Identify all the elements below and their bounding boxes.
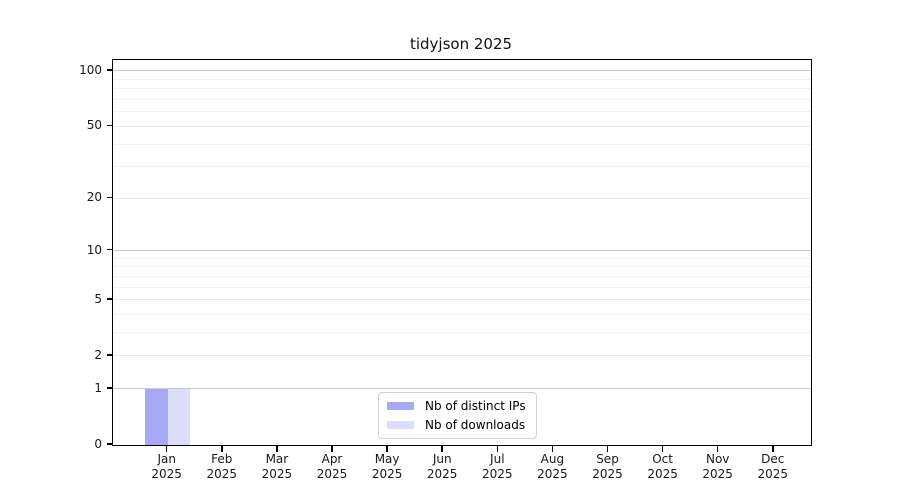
chart-title: tidyjson 2025 [409, 35, 513, 53]
x-tick-label-apr: Apr 2025 [316, 452, 348, 481]
x-tick-label-may: May 2025 [371, 452, 403, 481]
legend: Nb of distinct IPs Nb of downloads [378, 392, 537, 439]
x-tick-may [386, 445, 388, 452]
y-tick-2 [106, 354, 113, 356]
x-tick-label-jan: Jan 2025 [151, 452, 182, 481]
gridline-y-7 [113, 275, 811, 277]
gridline-y-40 [113, 143, 811, 145]
gridline-y-30 [113, 166, 811, 168]
bar-jan-series-1 [167, 388, 190, 445]
gridline-y-8 [113, 266, 811, 268]
legend-swatch-distinct-ips [387, 402, 414, 410]
x-tick-jun [441, 445, 443, 452]
x-tick-label-aug: Aug 2025 [537, 452, 568, 481]
y-tick-label-20: 20 [86, 190, 102, 205]
y-tick-50 [106, 124, 113, 127]
x-tick-label-dec: Dec 2025 [757, 452, 789, 481]
gridline-y-70 [113, 99, 811, 101]
x-tick-aug [551, 445, 554, 452]
x-tick-label-jun: Jun 2025 [426, 452, 458, 481]
x-tick-label-oct: Oct 2025 [647, 452, 678, 481]
x-tick-feb [221, 445, 223, 452]
legend-label-distinct-ips: Nb of distinct IPs [425, 399, 526, 413]
legend-label-downloads: Nb of downloads [425, 418, 526, 432]
y-tick-label-10: 10 [86, 242, 102, 257]
gridline-y-20 [113, 197, 811, 199]
x-tick-jan [165, 445, 168, 452]
x-tick-dec [772, 445, 774, 452]
gridline-y-5 [113, 299, 811, 301]
x-tick-label-sep: Sep 2025 [592, 452, 623, 481]
gridline-y-3 [113, 332, 811, 334]
gridline-y-1 [113, 388, 811, 390]
x-tick-apr [331, 445, 333, 452]
y-tick-label-50: 50 [86, 118, 102, 133]
gridline-y-60 [113, 111, 811, 113]
bar-jan-series-0 [145, 388, 168, 445]
y-tick-5 [106, 298, 113, 300]
x-tick-mar [276, 445, 278, 452]
legend-item-distinct-ips: Nb of distinct IPs [387, 398, 526, 414]
legend-item-downloads: Nb of downloads [387, 417, 526, 433]
gridline-y-50 [113, 125, 811, 127]
plot-area [112, 59, 812, 446]
x-tick-sep [606, 445, 609, 452]
gridline-y-6 [113, 286, 811, 288]
x-tick-label-mar: Mar 2025 [261, 452, 293, 481]
gridline-y-4 [113, 314, 811, 316]
x-tick-oct [661, 445, 664, 452]
y-tick-label-5: 5 [94, 291, 102, 306]
x-tick-jul [496, 445, 499, 452]
legend-swatch-downloads [387, 421, 414, 429]
gridline-y-10 [113, 250, 811, 252]
x-tick-nov [716, 445, 719, 452]
x-tick-label-nov: Nov 2025 [702, 452, 733, 481]
gridline-y-80 [113, 88, 811, 90]
y-tick-label-1: 1 [94, 380, 102, 395]
gridline-y-90 [113, 78, 811, 80]
y-tick-20 [106, 196, 113, 199]
gridline-y-2 [113, 355, 811, 357]
gridline-y-9 [113, 257, 811, 259]
y-tick-0 [106, 443, 113, 445]
y-tick-10 [106, 248, 113, 251]
gridline-y-100 [113, 70, 811, 72]
y-tick-label-0: 0 [94, 437, 102, 451]
y-tick-label-100: 100 [79, 62, 102, 77]
y-tick-1 [106, 387, 113, 389]
x-tick-label-jul: Jul 2025 [482, 452, 513, 481]
x-tick-label-feb: Feb 2025 [206, 452, 238, 481]
y-tick-100 [106, 69, 113, 71]
y-tick-label-2: 2 [94, 347, 102, 362]
